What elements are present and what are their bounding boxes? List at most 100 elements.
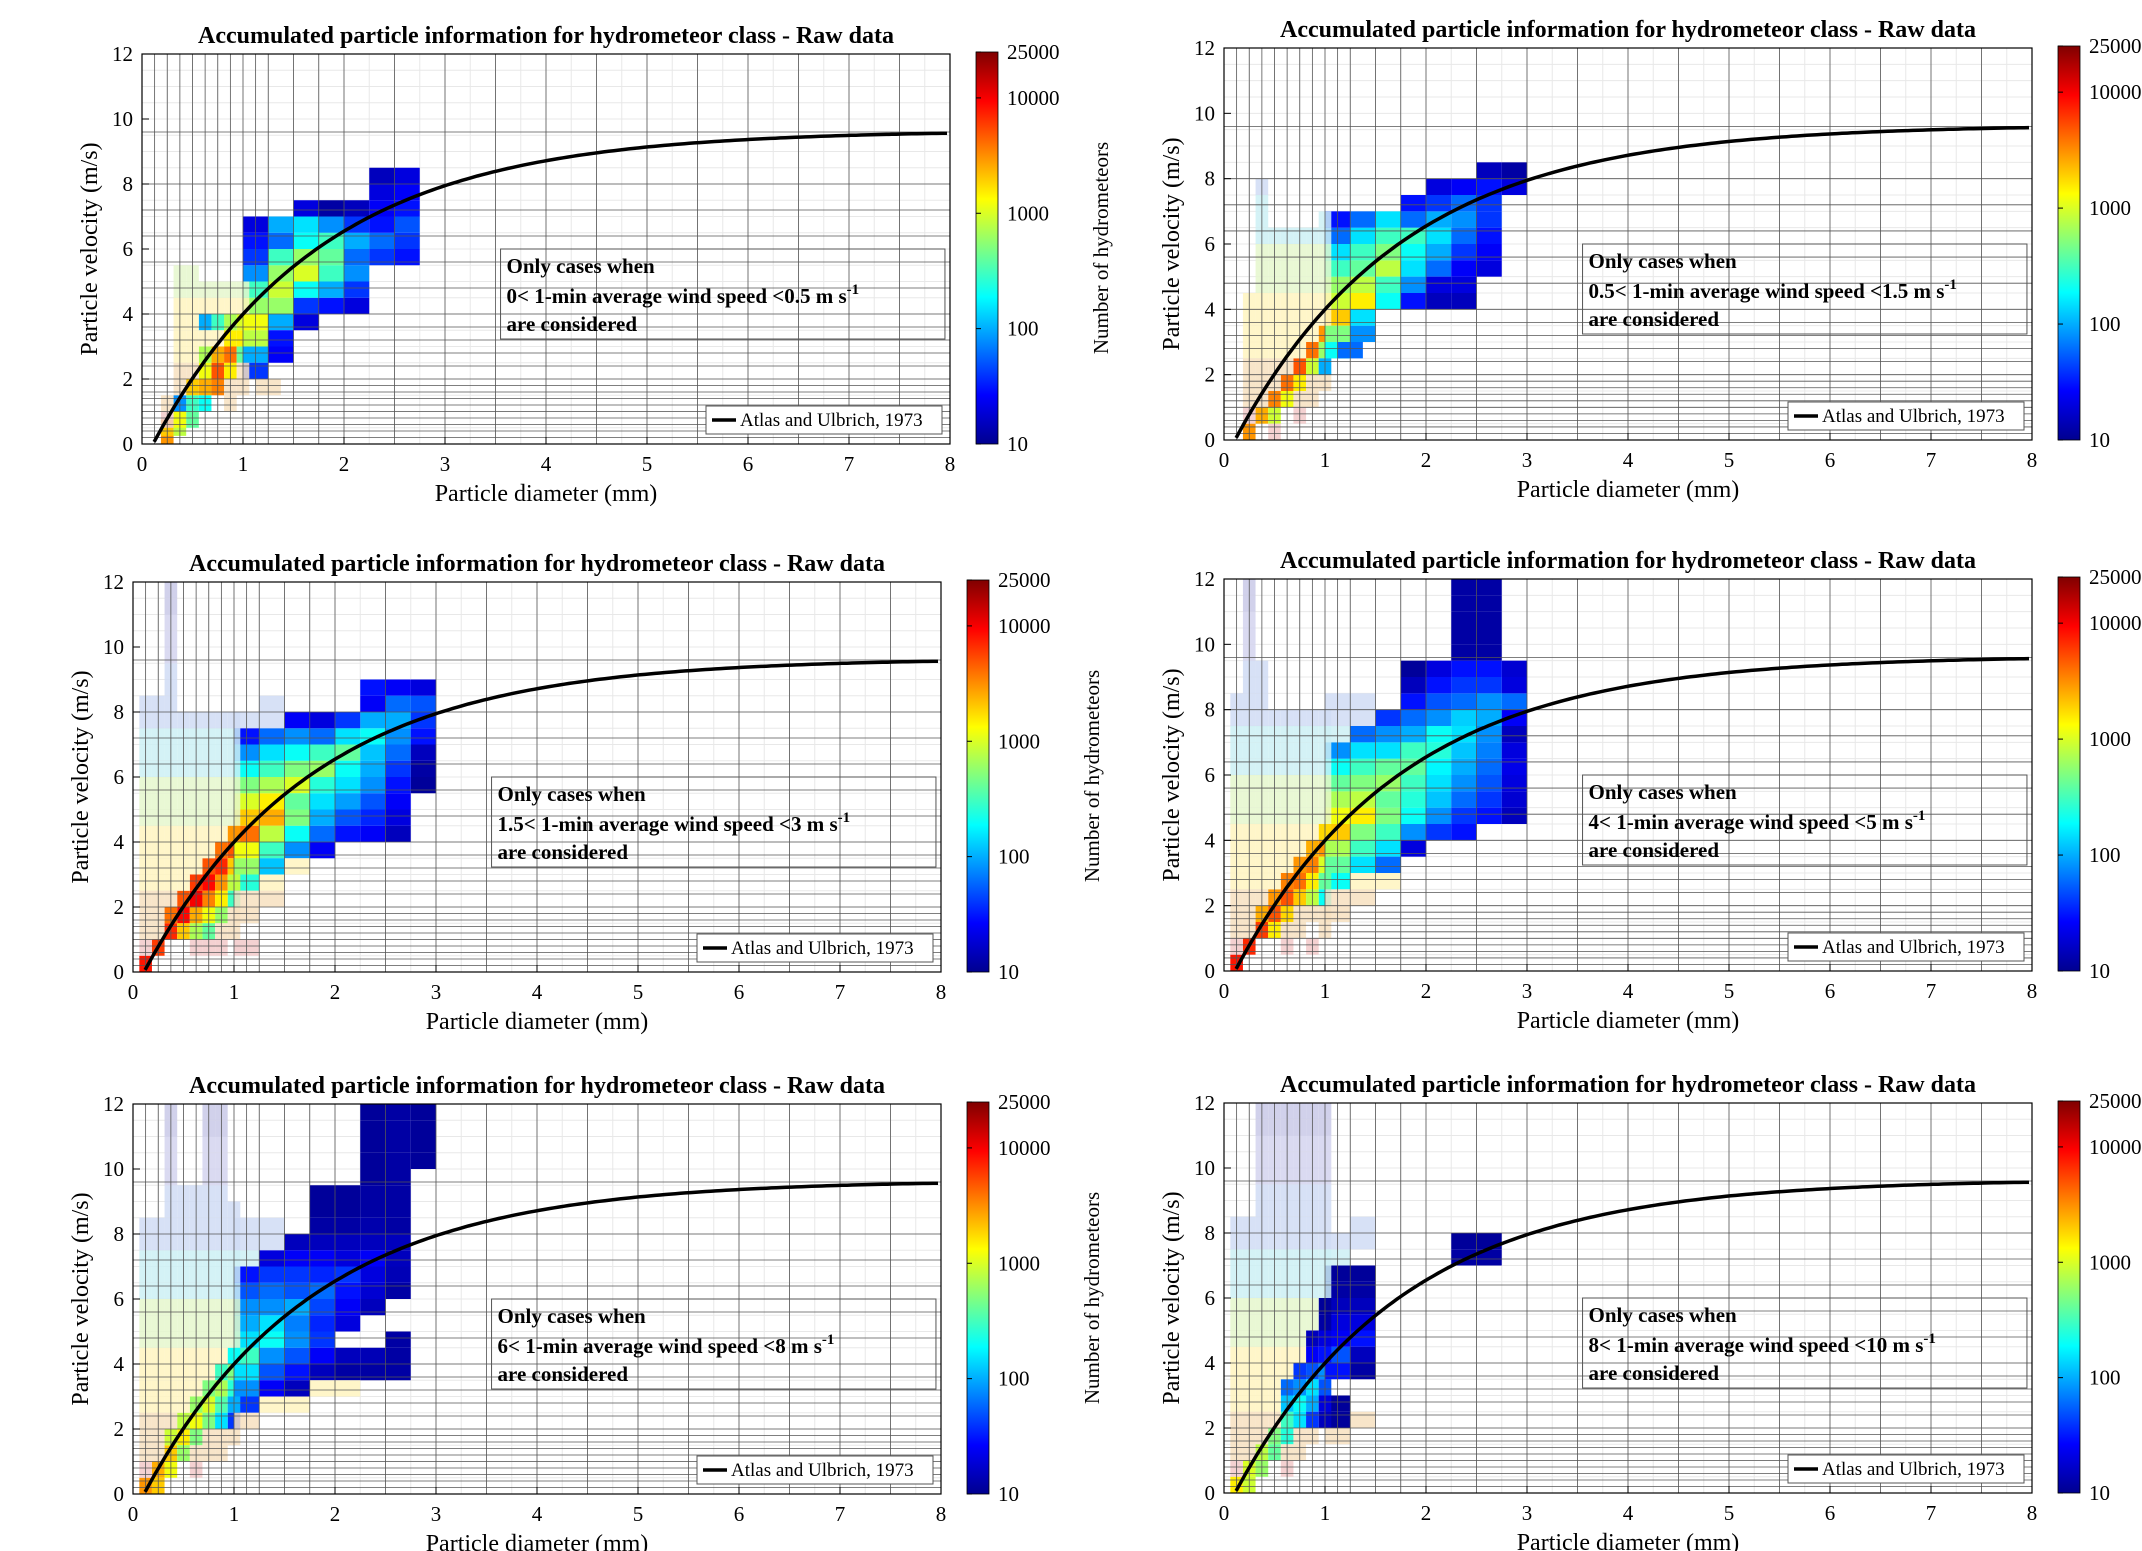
heatmap-cell <box>284 1396 310 1413</box>
heatmap-cell <box>385 1282 411 1299</box>
heatmap-cell <box>259 1266 285 1283</box>
heatmap-cell <box>1350 1346 1376 1363</box>
heatmap-cell <box>344 200 370 217</box>
y-tick-label: 2 <box>114 1417 125 1441</box>
heatmap-cell <box>1400 660 1426 677</box>
colorbar-tick-label: 10 <box>1007 432 1028 456</box>
heatmap-cell <box>284 1266 310 1283</box>
heatmap-cell <box>1400 244 1426 261</box>
x-axis-label: Particle diameter (mm) <box>426 1531 649 1551</box>
heatmap-cell <box>1400 742 1426 759</box>
heatmap-cell <box>1400 824 1426 841</box>
annotation-unit-exponent: -1 <box>822 1332 835 1348</box>
y-tick-label: 6 <box>114 1287 125 1311</box>
heatmap-cell <box>344 297 370 314</box>
x-tick-label: 6 <box>743 452 754 476</box>
chart-title: Accumulated particle information for hyd… <box>198 23 894 49</box>
x-tick-label: 3 <box>1522 448 1533 472</box>
x-tick-label: 4 <box>532 1502 543 1526</box>
x-axis-label: Particle diameter (mm) <box>1517 1530 1740 1551</box>
heatmap-cell <box>360 809 386 826</box>
heatmap-cell <box>410 744 436 761</box>
heatmap-cell <box>410 760 436 777</box>
colorbar <box>2057 576 2081 972</box>
heatmap-cell <box>1350 758 1376 775</box>
heatmap-cell <box>1350 742 1376 759</box>
colorbar-tick-label: 1000 <box>2089 1250 2131 1274</box>
x-tick-label: 8 <box>2027 1501 2038 1525</box>
heatmap-cell <box>268 346 294 363</box>
heatmap-cell <box>1451 579 1477 596</box>
annotation-line-3: are considered <box>1589 1361 1720 1385</box>
heatmap-cell <box>1350 1298 1376 1315</box>
heatmap-cell <box>385 1136 411 1153</box>
heatmap-cell <box>1375 211 1401 228</box>
heatmap-cell <box>1476 775 1502 792</box>
y-tick-label: 4 <box>114 830 125 854</box>
fit-curve <box>143 659 939 971</box>
y-tick-label: 0 <box>1205 1481 1216 1505</box>
heatmap-cell <box>385 679 411 696</box>
x-tick-label: 7 <box>1926 979 1937 1003</box>
colorbar-tick-label: 25000 <box>998 568 1051 592</box>
heatmap-cell <box>1501 775 1527 792</box>
heatmap-cell <box>1375 726 1401 743</box>
heatmap-cell <box>1501 677 1527 694</box>
heatmap-cell <box>394 232 420 249</box>
heatmap-cell <box>335 1234 361 1251</box>
heatmap-cell <box>385 1201 411 1218</box>
heatmap-cell <box>360 1201 386 1218</box>
y-tick-label: 10 <box>1194 1156 1215 1180</box>
heatmap-cell <box>309 1299 335 1316</box>
heatmap-cell <box>1451 276 1477 293</box>
heatmap-cell <box>1451 628 1477 645</box>
y-tick-label: 8 <box>114 700 125 724</box>
annotation-line-1: Only cases when <box>1589 1303 1738 1327</box>
heatmap-cell <box>1350 791 1376 808</box>
heatmap-cell <box>259 809 285 826</box>
x-tick-label: 1 <box>229 980 240 1004</box>
heatmap-cell <box>309 1217 335 1234</box>
heatmap-cell <box>309 825 335 842</box>
colorbar-tick-label: 25000 <box>2089 34 2142 58</box>
heatmap-cell <box>1400 791 1426 808</box>
x-tick-label: 8 <box>936 1502 947 1526</box>
heatmap-cell <box>1375 709 1401 726</box>
x-tick-label: 5 <box>1724 979 1735 1003</box>
heatmap-cell <box>284 825 310 842</box>
heatmap-cell <box>1375 758 1401 775</box>
colorbar-tick-label: 10 <box>2089 959 2110 983</box>
x-tick-label: 8 <box>2027 979 2038 1003</box>
heatmap-cell <box>1350 840 1376 857</box>
heatmap-cell <box>259 842 285 859</box>
legend-box <box>705 405 943 435</box>
heatmap-cell <box>1451 227 1477 244</box>
heatmap-cell <box>1476 211 1502 228</box>
heatmap-cell <box>1501 726 1527 743</box>
annotation-box <box>500 248 946 340</box>
heatmap-cell <box>1451 742 1477 759</box>
y-tick-label: 12 <box>103 1092 124 1116</box>
heatmap-cell <box>1476 791 1502 808</box>
heatmap-cell <box>1451 244 1477 261</box>
annotation-line-1: Only cases when <box>498 1304 647 1328</box>
heatmap-cell <box>293 265 319 282</box>
heatmap-cell <box>1400 260 1426 277</box>
heatmap-cell <box>1501 807 1527 824</box>
heatmap-cell <box>1375 276 1401 293</box>
heatmap-cell <box>1350 856 1376 873</box>
colorbar-tick-label: 100 <box>998 845 1030 869</box>
heatmap-cell <box>1375 873 1401 890</box>
colorbar <box>2057 45 2081 441</box>
heatmap-cell <box>369 167 395 184</box>
heatmap-cell <box>1350 889 1376 906</box>
y-tick-label: 6 <box>114 765 125 789</box>
heatmap-cell <box>259 874 285 891</box>
heatmap-cell <box>344 232 370 249</box>
heatmap-cell <box>259 825 285 842</box>
heatmap-cell <box>1476 628 1502 645</box>
heatmap-cell <box>268 330 294 347</box>
heatmap-cell <box>385 1217 411 1234</box>
